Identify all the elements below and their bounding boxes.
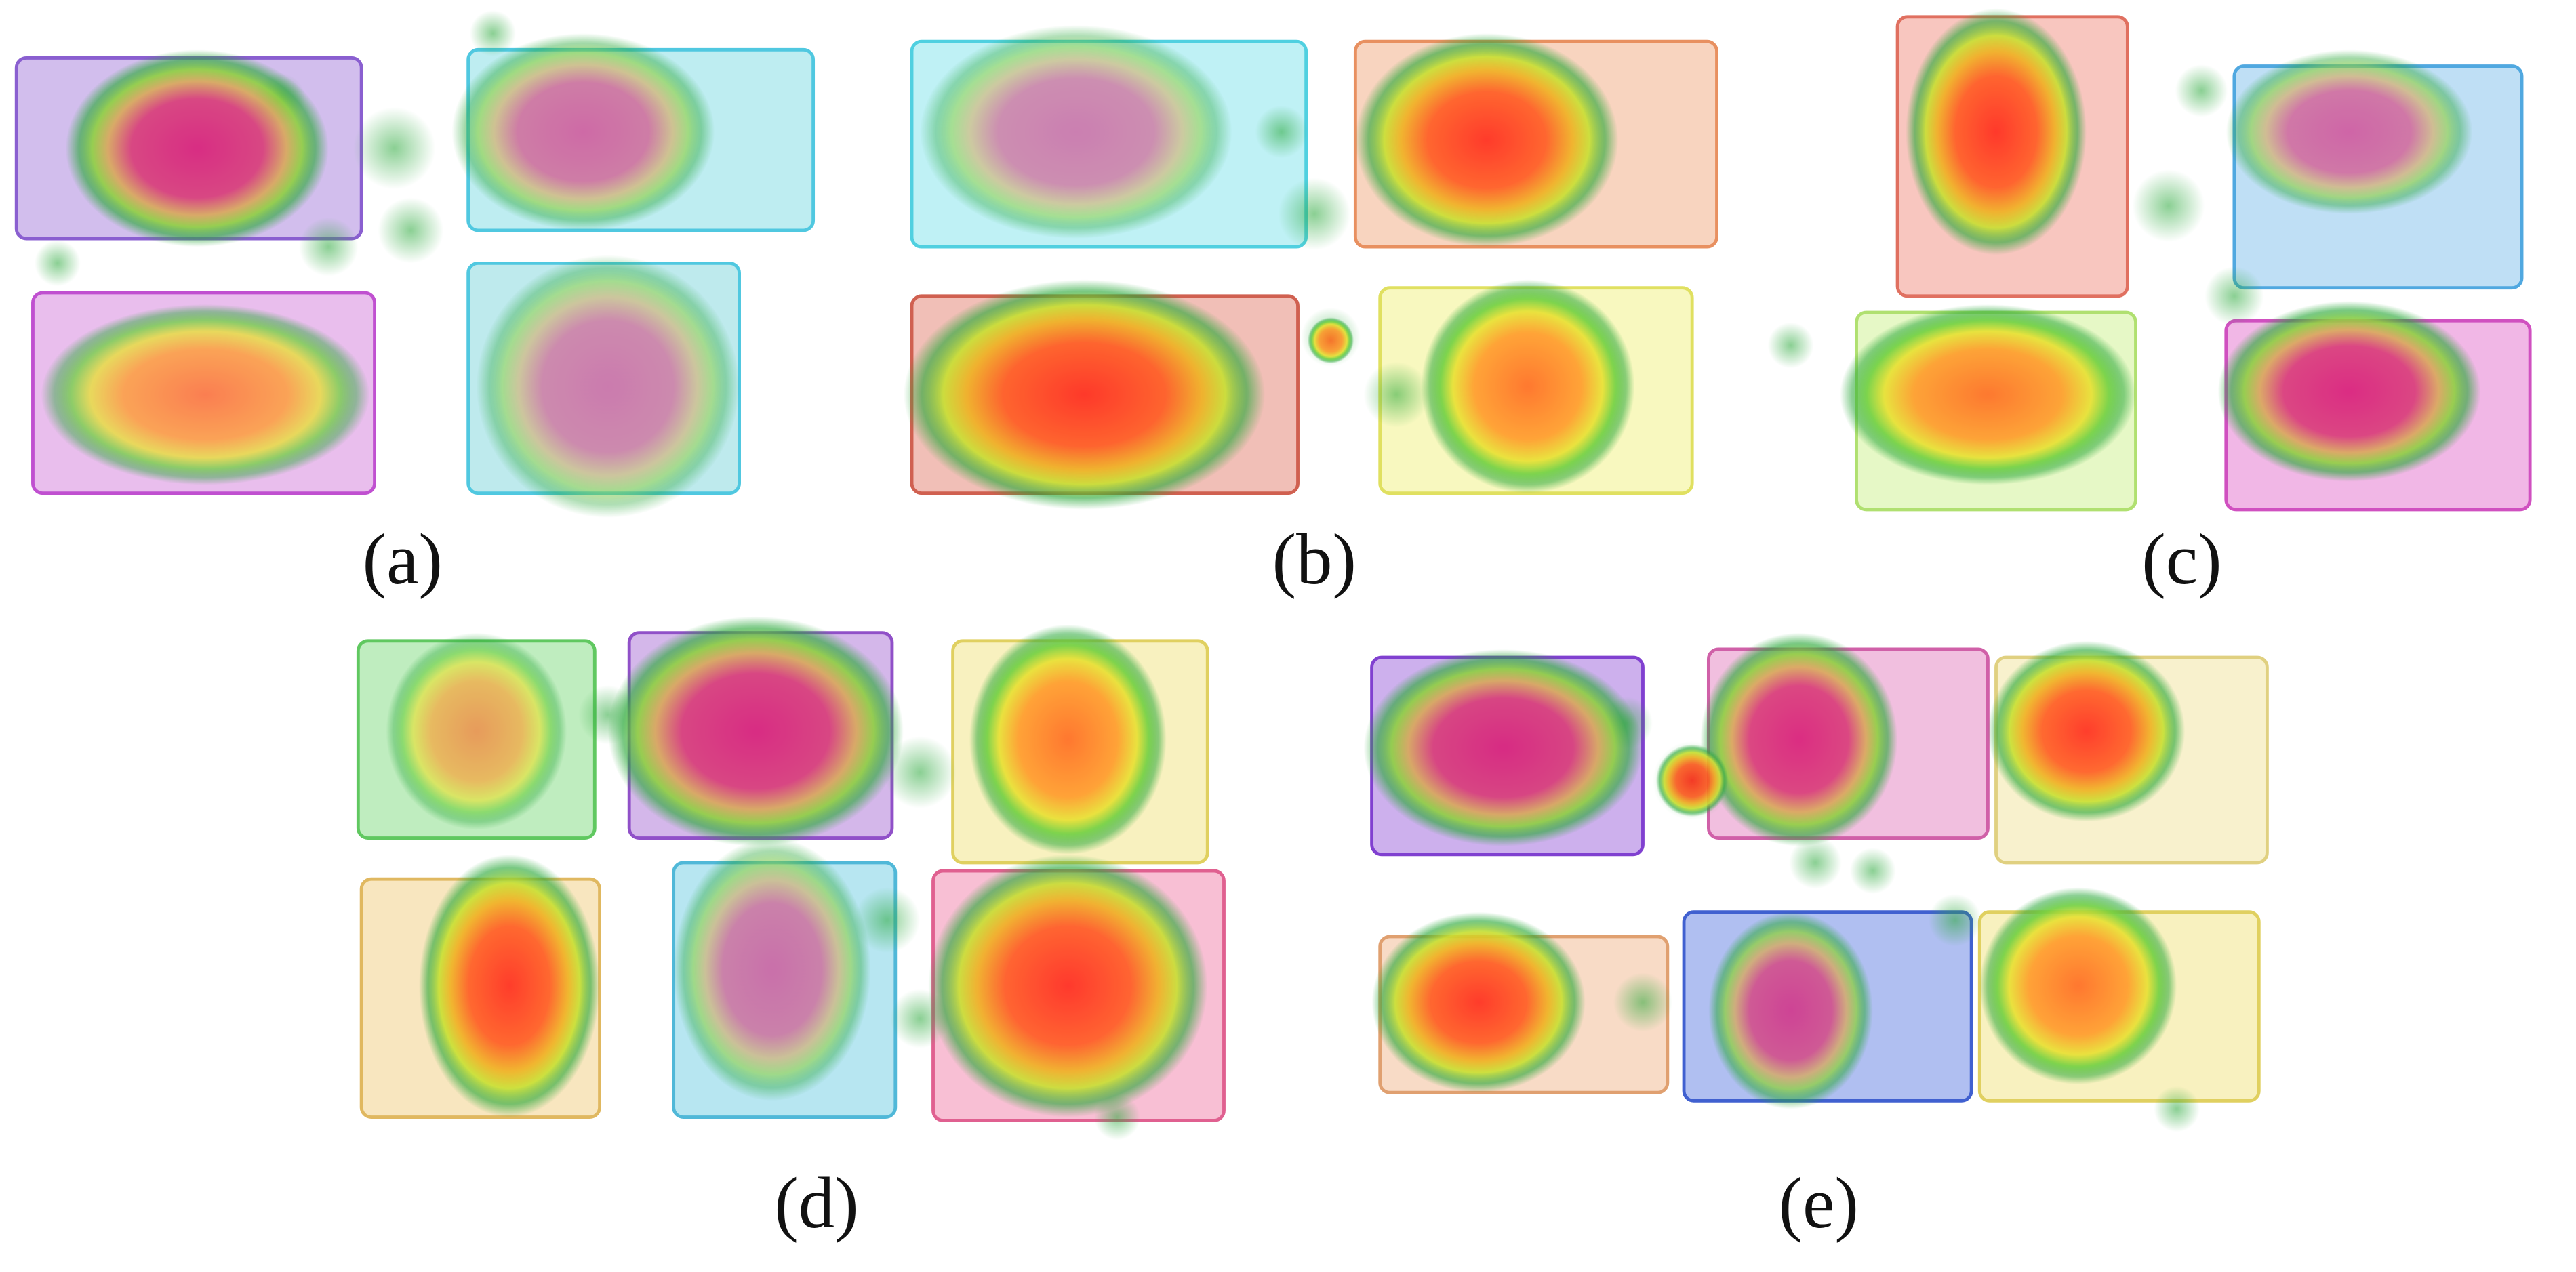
heatmap-blobs xyxy=(41,8,2481,1117)
panel-label: (b) xyxy=(1272,520,1356,600)
panel-label: (d) xyxy=(774,1164,858,1244)
panel-label: (a) xyxy=(363,520,443,600)
panel-label: (c) xyxy=(2141,520,2221,600)
panel-label: (e) xyxy=(1779,1164,1859,1244)
